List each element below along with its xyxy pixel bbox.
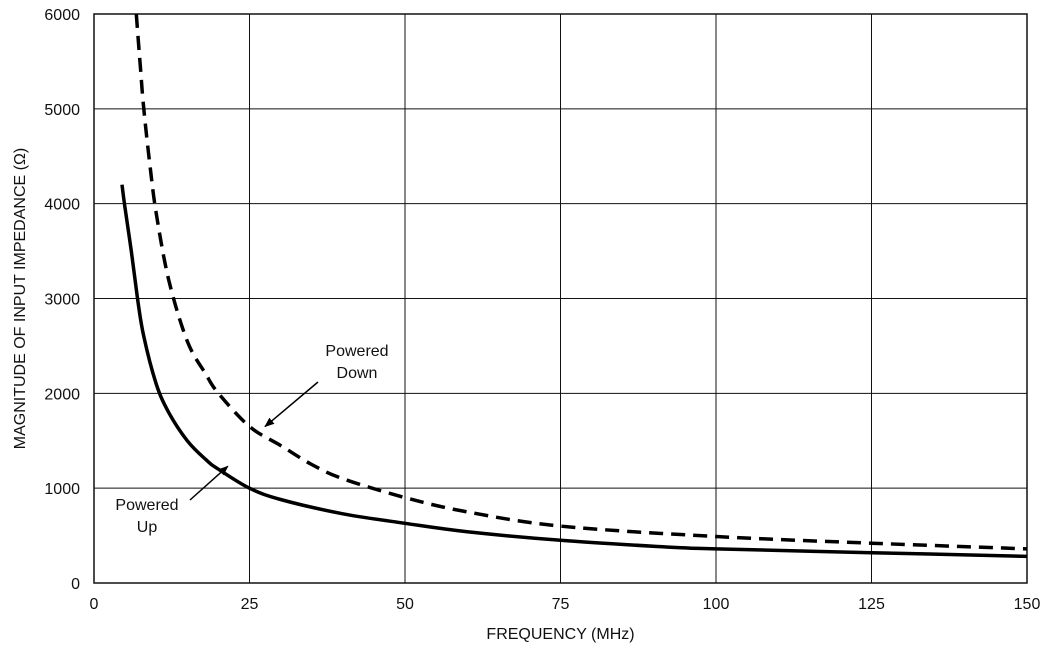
annotation-powered-down: Powered Down [325,343,388,382]
x-tick-label: 25 [241,596,259,613]
y-tick-label: 5000 [44,102,80,119]
x-tick-label: 75 [552,596,570,613]
annotation-arrow [189,465,229,501]
y-tick-labels: 0 1000 2000 3000 4000 5000 6000 [44,7,80,593]
grid [94,14,1027,583]
series-line-powered-down [134,13,1028,551]
x-tick-label: 125 [858,596,885,613]
y-tick-label: 2000 [44,386,80,403]
series-group [120,13,1028,559]
y-tick-label: 3000 [44,292,80,309]
x-tick-label: 100 [703,596,730,613]
y-tick-label: 0 [71,576,80,593]
x-tick-label: 0 [90,596,99,613]
annotations: Powered Down Powered Up [115,343,388,536]
annotation-powered-up: Powered Up [115,497,178,536]
y-axis-label: MAGNITUDE OF INPUT IMPEDANCE (Ω) [12,148,29,449]
annotation-arrow [264,381,319,428]
y-tick-label: 4000 [44,197,80,214]
series-line-powered-up [120,184,1028,559]
y-tick-label: 1000 [44,481,80,498]
x-tick-labels: 0 25 50 75 100 125 150 [90,596,1041,613]
plot-frame [93,13,1028,584]
x-tick-label: 150 [1014,596,1041,613]
x-axis-label: FREQUENCY (MHz) [486,626,634,643]
y-tick-label: 6000 [44,7,80,24]
x-tick-label: 50 [396,596,414,613]
